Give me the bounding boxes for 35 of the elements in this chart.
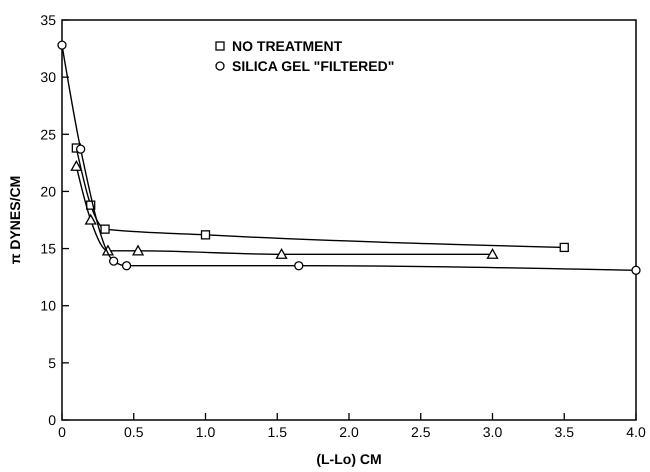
y-tick-label: 5: [48, 354, 56, 371]
point: [560, 242, 569, 252]
y-tick-label: 0: [48, 412, 56, 428]
y-tick-label: 35: [40, 12, 56, 28]
y-tick-label: 30: [40, 69, 56, 86]
point: [70, 160, 82, 171]
point: [109, 256, 118, 266]
point: [100, 224, 110, 234]
y-tick-label: 25: [40, 126, 56, 142]
point: [294, 261, 304, 270]
point: [132, 245, 144, 256]
point: [486, 248, 498, 259]
legend-label: NO TREATMENT: [232, 38, 343, 54]
x-tick-label: 2.5: [411, 424, 431, 440]
x-tick-label: 0: [58, 424, 66, 440]
point: [76, 144, 86, 154]
y-axis-title: π DYNES/CM: [7, 176, 23, 264]
point: [57, 40, 67, 50]
x-tick-label: 4.0: [626, 424, 646, 440]
y-tick-label: 15: [40, 240, 56, 257]
x-tick-label: 0.5: [124, 424, 144, 440]
x-axis-title: (L-Lo) CM: [316, 451, 382, 467]
point: [85, 214, 96, 225]
point: [276, 248, 288, 259]
point: [122, 261, 132, 270]
point: [631, 266, 641, 275]
x-tick-label: 3.5: [554, 424, 574, 440]
x-tick-label: 2.0: [339, 424, 359, 440]
legend-label: SILICA GEL "FILTERED": [232, 58, 394, 74]
y-tick-label: 10: [40, 298, 56, 314]
x-tick-label: 1.5: [268, 424, 288, 440]
y-tick-label: 20: [40, 183, 56, 200]
point: [200, 230, 210, 240]
x-tick-label: 3.0: [482, 424, 502, 440]
x-tick-label: 1.0: [196, 424, 216, 440]
